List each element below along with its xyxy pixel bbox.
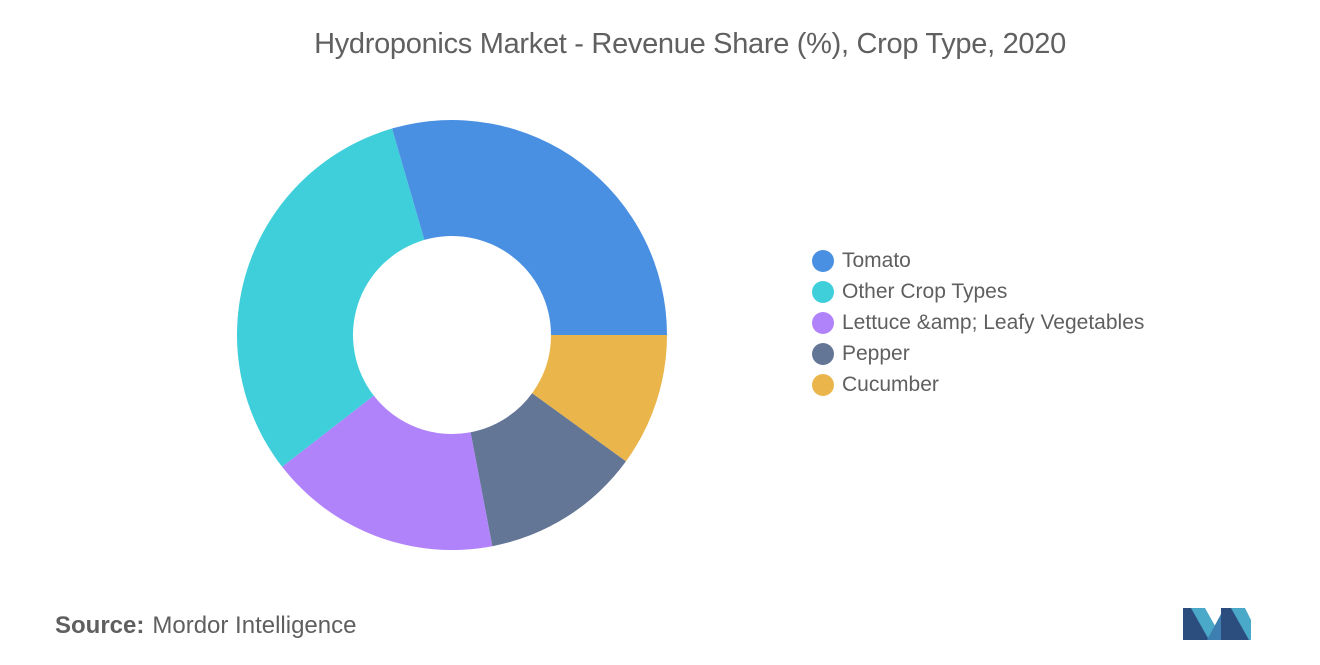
legend-item: Tomato [812, 245, 1144, 276]
legend-item: Cucumber [812, 369, 1144, 400]
source-label: Source: [55, 612, 145, 639]
donut-slice-cucumber [532, 335, 667, 462]
legend-swatch [812, 249, 834, 272]
source-note: Source: Mordor Intelligence [55, 612, 356, 640]
donut-slice-other-crop-types [236, 128, 425, 467]
legend-label: Pepper [842, 341, 910, 365]
legend-label: Other Crop Types [842, 279, 1008, 303]
legend-label: Tomato [842, 248, 911, 272]
chart-title: Hydroponics Market - Revenue Share (%), … [314, 28, 1066, 60]
mordor-intelligence-logo [1183, 608, 1251, 640]
legend-label: Cucumber [842, 372, 939, 396]
donut-slice-pepper [470, 393, 626, 547]
legend-swatch [812, 342, 834, 365]
legend-swatch [812, 311, 834, 334]
legend-item: Other Crop Types [812, 276, 1144, 307]
donut-slice-tomato [392, 119, 667, 336]
legend-item: Lettuce &amp; Leafy Vegetables [812, 307, 1144, 338]
legend-swatch [812, 373, 834, 396]
source-value: Mordor Intelligence [152, 612, 357, 639]
donut-slice-lettuce-amp-leafy-vegetables [282, 395, 493, 550]
legend-label: Lettuce &amp; Leafy Vegetables [842, 310, 1145, 334]
legend-item: Pepper [812, 338, 1144, 369]
chart-legend: Tomato Other Crop Types Lettuce &amp; Leaf… [812, 245, 1144, 400]
legend-swatch [812, 280, 834, 303]
